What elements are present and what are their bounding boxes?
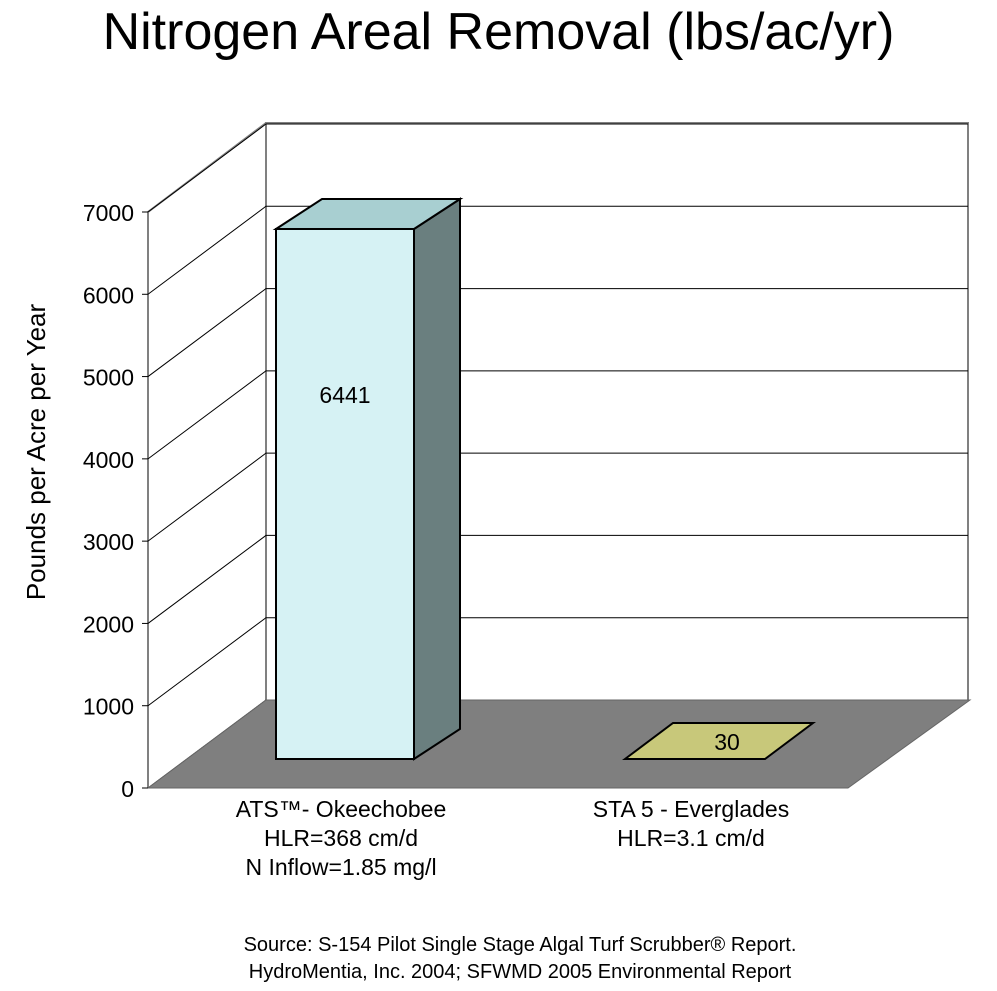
gridlines [147,123,968,789]
gridline [147,534,968,624]
gridline [147,123,968,213]
bars: 6441 30 [272,197,816,761]
bar-2: 30 [622,722,816,760]
chart-title: Nitrogen Areal Removal (lbs/ac/yr) [102,3,895,61]
gridline [147,452,968,542]
y-tick-label: 4000 [83,447,134,473]
y-tick-label: 6000 [83,282,134,308]
x-category-label: HLR=368 cm/d [264,825,418,851]
gridline [147,205,968,295]
bar-side [413,197,461,761]
source-line-1: Source: S-154 Pilot Single Stage Algal T… [243,934,797,956]
left-wall [147,122,267,788]
data-label: 6441 [319,382,370,408]
source-note: Source: S-154 Pilot Single Stage Algal T… [0,932,997,986]
bar-front [275,227,415,760]
x-category-label: STA 5 - Everglades [593,796,789,822]
y-tick-label: 5000 [83,365,134,391]
x-category-label: N Inflow=1.85 mg/l [245,854,436,880]
floor [146,699,972,789]
y-tick-label: 2000 [83,611,134,637]
y-axis-ticks: 0 1000 2000 3000 4000 5000 6000 7000 [83,200,148,802]
y-tick-label: 1000 [83,694,134,720]
gridline [147,370,968,460]
bar-1: 6441 [272,197,464,761]
chart-walls [147,122,969,788]
gridline [147,288,968,377]
source-line-2: HydroMentia, Inc. 2004; SFWMD 2005 Envir… [248,961,792,983]
y-axis-label: Pounds per Acre per Year [21,304,51,601]
y-tick-label: 0 [121,776,134,802]
gridline [147,617,968,707]
x-category-label: HLR=3.1 cm/d [617,825,765,851]
bar-top [622,722,816,760]
data-label: 30 [714,729,740,755]
chart-floor [146,699,972,789]
x-category-label: ATS™- Okeechobee [236,796,447,822]
y-tick-label: 7000 [83,200,134,226]
back-wall [265,122,969,700]
y-tick-label: 3000 [83,529,134,555]
x-axis-labels: ATS™- Okeechobee HLR=368 cm/d N Inflow=1.8… [236,796,789,880]
